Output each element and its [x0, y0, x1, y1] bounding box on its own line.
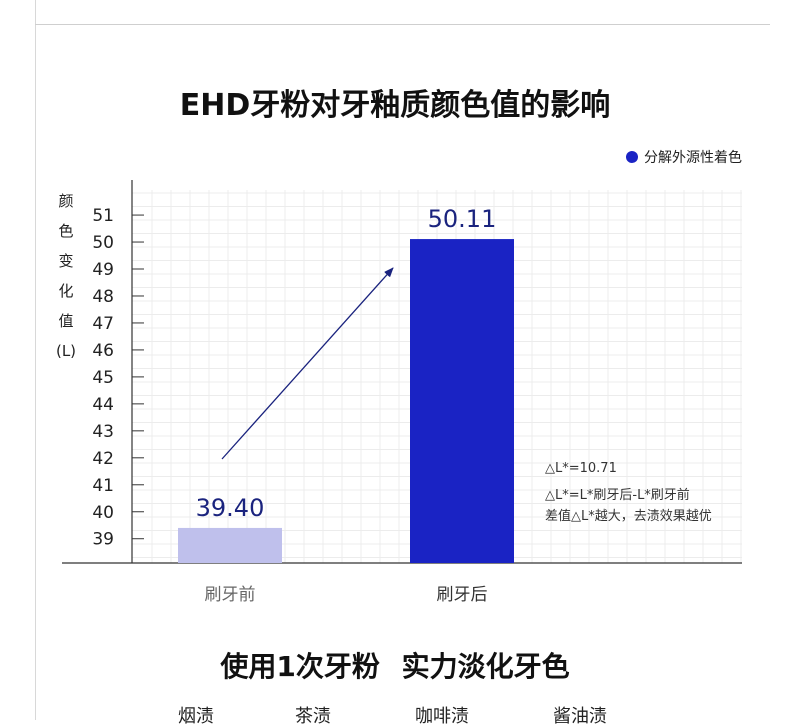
category-label: 刷牙后	[437, 585, 488, 605]
y-tick-label: 44	[92, 395, 114, 415]
category-label: 刷牙前	[205, 585, 256, 605]
bar-value-label: 50.11	[428, 205, 497, 233]
y-tick-label: 41	[92, 476, 114, 496]
y-axis-label-char: 化	[58, 282, 74, 300]
y-axis-label-char: 值	[58, 312, 74, 330]
frame-horizontal-line	[35, 24, 770, 25]
y-axis-label-char: 色	[58, 222, 74, 240]
subtitle: 使用1次牙粉 实力淡化牙色	[220, 650, 570, 683]
y-tick-label: 42	[92, 449, 114, 469]
axes	[62, 180, 742, 564]
stain-label: 咖啡渍	[415, 706, 469, 727]
y-tick-label: 45	[92, 368, 114, 388]
y-axis-label-char: (L)	[55, 342, 77, 360]
legend-dot-icon	[626, 151, 638, 163]
frame-vertical-line	[35, 0, 36, 720]
note-formula: △L*=L*刷牙后-L*刷牙前	[545, 488, 690, 503]
bar	[178, 527, 282, 563]
y-tick-label: 40	[92, 503, 114, 523]
value-labels: 39.40 50.11	[196, 205, 497, 522]
note-delta-value: △L*=10.71	[545, 461, 617, 476]
bars	[178, 239, 514, 564]
category-labels: 刷牙前 刷牙后	[205, 585, 488, 605]
y-tick-label: 51	[92, 206, 114, 226]
stain-label: 烟渍	[178, 706, 214, 727]
y-tick-label: 46	[92, 341, 114, 361]
y-tick-label: 50	[92, 233, 114, 253]
trend-arrow-icon	[221, 267, 394, 460]
legend: 分解外源性着色	[626, 147, 742, 167]
chart-title: EHD牙粉对牙釉质颜色值的影响	[179, 88, 611, 123]
bar-value-label: 39.40	[196, 494, 265, 522]
y-tick-label: 49	[92, 260, 114, 280]
y-axis-label-char: 颜	[58, 192, 74, 210]
bar	[410, 239, 514, 564]
y-tick-label: 48	[92, 287, 114, 307]
y-tick-label: 43	[92, 422, 114, 442]
legend-label: 分解外源性着色	[644, 150, 742, 166]
note-explanation: 差值△L*越大，去渍效果越优	[545, 509, 712, 524]
y-ticks: 39 40 41 42 43 44 45 46 47 48 49 50 51	[92, 206, 144, 550]
y-tick-label: 47	[92, 314, 114, 334]
y-axis-label: 颜 色 变 化 值 (L)	[54, 186, 78, 366]
y-axis-label-char: 变	[58, 252, 74, 270]
stain-label: 茶渍	[295, 706, 331, 727]
stain-label: 酱油渍	[553, 706, 607, 727]
y-tick-label: 39	[92, 530, 114, 550]
